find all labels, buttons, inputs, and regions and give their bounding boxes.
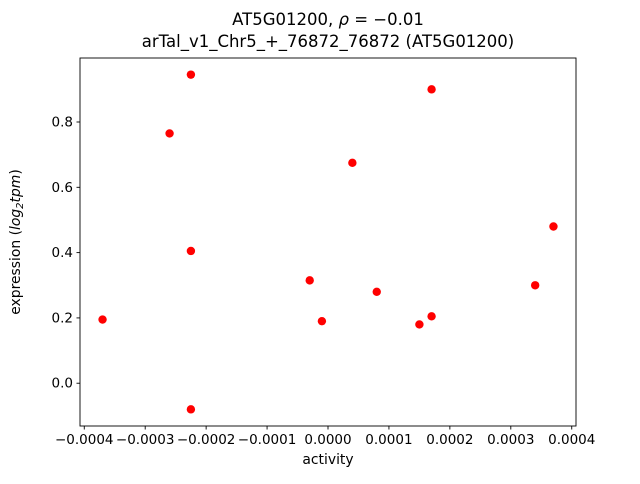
x-tick-label: 0.0001 (365, 432, 412, 448)
chart-title-line1-prefix: AT5G01200, (232, 10, 338, 29)
x-tick-label: −0.0002 (177, 432, 236, 448)
data-point (530, 281, 540, 290)
y-axis-label-tpm: tpm (8, 175, 24, 203)
data-points (98, 70, 558, 414)
x-tick-label: −0.0004 (55, 432, 114, 448)
data-point (186, 246, 196, 256)
data-point (98, 315, 107, 324)
data-point (317, 316, 327, 326)
x-tick-label: 0.0004 (548, 432, 595, 448)
x-tick-label: 0.0000 (304, 432, 351, 448)
y-axis-label-log: log (8, 209, 24, 230)
y-tick-label: 0.0 (52, 376, 73, 392)
data-point (348, 158, 357, 168)
y-axis-label: expression (log2tpm) (8, 169, 26, 315)
x-axis-ticks: −0.0004 −0.0003 −0.0002 −0.0001 0.0000 0.0001… (55, 426, 595, 448)
chart-title-rho-symbol: ρ (338, 10, 349, 29)
x-tick-label: −0.0003 (116, 432, 175, 448)
plot-border (79, 57, 577, 427)
y-tick-label: 0.8 (52, 115, 73, 131)
y-axis-label-subscript: 2 (15, 202, 26, 208)
data-point (165, 129, 174, 138)
y-axis-label-suffix: ) (8, 169, 24, 174)
chart-title-line1-value: = −0.01 (349, 10, 424, 29)
x-tick-label: 0.0003 (487, 432, 534, 448)
data-point (305, 276, 314, 285)
y-axis-label-prefix: expression ( (8, 230, 24, 315)
x-tick-label: 0.0002 (426, 432, 473, 448)
y-tick-label: 0.2 (52, 310, 73, 326)
chart-title-line2: arTal_v1_Chr5_+_76872_76872 (AT5G01200) (142, 32, 515, 52)
y-axis-ticks: 0.0 0.2 0.4 0.6 0.8 (52, 115, 80, 392)
chart-title-line1: AT5G01200, ρ = −0.01 (232, 10, 424, 29)
data-point (186, 405, 196, 414)
y-tick-label: 0.4 (52, 245, 73, 261)
data-point (372, 287, 381, 296)
y-tick-label: 0.6 (52, 180, 73, 196)
data-point (427, 312, 436, 321)
data-point (549, 222, 558, 231)
data-point (186, 70, 196, 79)
x-tick-label: −0.0001 (238, 432, 297, 448)
x-axis-label: activity (302, 452, 353, 468)
data-point (415, 320, 424, 329)
data-point (427, 85, 436, 94)
